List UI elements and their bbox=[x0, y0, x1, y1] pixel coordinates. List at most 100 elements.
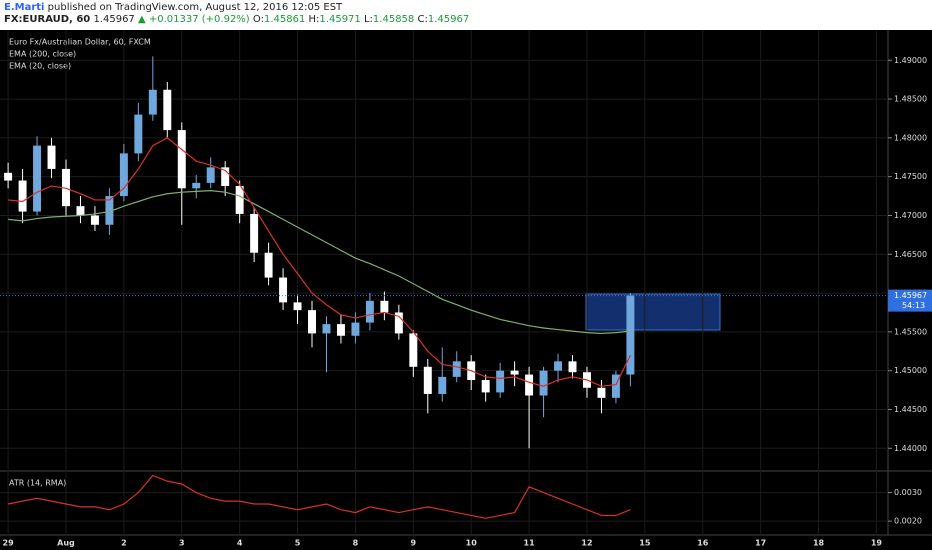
x-tick-label: 12 bbox=[581, 539, 592, 548]
candle-body bbox=[4, 172, 13, 181]
label: C: bbox=[417, 14, 428, 25]
candle-body bbox=[394, 312, 403, 334]
candle-body bbox=[163, 89, 172, 131]
candle-body bbox=[510, 370, 519, 375]
candle-body bbox=[525, 374, 534, 396]
legend-symbol: Euro Fx/Australian Dollar, 60, FXCM bbox=[9, 38, 151, 47]
candle-body bbox=[62, 168, 70, 207]
candle-body bbox=[206, 167, 215, 183]
x-tick-label: 3 bbox=[179, 539, 185, 548]
candle-body bbox=[438, 376, 447, 394]
countdown: 54:13 bbox=[902, 301, 925, 310]
candle-body bbox=[496, 370, 505, 393]
candle-body bbox=[611, 374, 620, 398]
candle-body bbox=[380, 300, 389, 313]
candle-body bbox=[177, 130, 186, 189]
y-tick-label: 1.46500 bbox=[894, 250, 927, 259]
value: 1.45861 bbox=[263, 14, 306, 25]
line bbox=[7, 474, 631, 519]
candle-body bbox=[351, 322, 360, 336]
x-tick-label: 9 bbox=[411, 539, 417, 548]
price: 1.45967 bbox=[93, 14, 135, 25]
candle-body bbox=[279, 277, 288, 303]
ohlc-o: O:1.45861 bbox=[253, 14, 305, 25]
label: H: bbox=[308, 14, 320, 25]
y-tick-label: 1.47000 bbox=[894, 211, 927, 220]
x-tick-label: 15 bbox=[639, 539, 651, 548]
author[interactable]: E.Marti bbox=[4, 2, 45, 13]
candle-body bbox=[76, 206, 85, 216]
x-tick-label: 16 bbox=[697, 539, 709, 548]
x-tick-label: 8 bbox=[353, 539, 359, 548]
candle-body bbox=[568, 361, 577, 373]
last-price-tag bbox=[888, 289, 932, 312]
x-tick-label: 18 bbox=[813, 539, 825, 548]
label: O: bbox=[252, 14, 264, 25]
candle-body bbox=[409, 333, 418, 367]
change: ▲ +0.01337 (+0.92%) bbox=[137, 14, 250, 25]
candle-body bbox=[322, 324, 331, 334]
published: published on TradingView.com, August 12,… bbox=[47, 2, 343, 13]
x-tick-label: 10 bbox=[466, 539, 478, 548]
y-tick-label: 1.45000 bbox=[894, 366, 927, 375]
last-price-label: 1.45967 bbox=[894, 291, 927, 300]
x-tick-label: 11 bbox=[524, 539, 536, 548]
x-tick-label: 5 bbox=[295, 539, 301, 548]
candle-body bbox=[452, 361, 461, 377]
candle-body bbox=[365, 300, 374, 323]
candle-body bbox=[18, 180, 27, 212]
y-tick-label: 0.0030 bbox=[894, 488, 922, 497]
background bbox=[0, 30, 932, 550]
x-tick-label: 29 bbox=[3, 539, 15, 548]
y-tick-label: 1.44000 bbox=[894, 444, 927, 453]
candle-body bbox=[134, 114, 143, 154]
publish-line: E.Marti published on TradingView.com, Au… bbox=[4, 2, 932, 14]
x-tick-label: 4 bbox=[237, 539, 243, 548]
candle-body bbox=[119, 153, 128, 197]
highlight-box[interactable] bbox=[585, 293, 721, 331]
ohlc-h: H:1.45971 bbox=[309, 14, 361, 25]
y-tick-label: 1.49000 bbox=[894, 56, 927, 65]
legend-ema20: EMA (20, close) bbox=[9, 62, 71, 71]
y-tick-label: 1.48000 bbox=[894, 133, 927, 142]
candle-body bbox=[47, 145, 56, 169]
candle-body bbox=[90, 215, 99, 225]
ohlc-c: C:1.45967 bbox=[417, 14, 469, 25]
candle-body bbox=[148, 89, 157, 115]
value: 1.45971 bbox=[319, 14, 361, 25]
candle-body bbox=[308, 310, 316, 334]
candle-body bbox=[105, 196, 114, 225]
ohlc-l: L:1.45858 bbox=[364, 14, 414, 25]
x-tick-label: 19 bbox=[871, 539, 883, 548]
candle-body bbox=[597, 387, 606, 398]
quote-line: FX:EURAUD, 60 1.45967 ▲ +0.01337 (+0.92%… bbox=[4, 14, 932, 26]
line bbox=[8, 190, 631, 335]
x-tick-label: 2 bbox=[121, 539, 127, 548]
y-tick-label: 1.44500 bbox=[894, 405, 927, 414]
x-tick-label: Aug bbox=[57, 539, 75, 548]
candle-body bbox=[554, 361, 563, 371]
legend-ema200: EMA (200, close) bbox=[9, 50, 76, 59]
symbol: FX:EURAUD, 60 bbox=[4, 14, 91, 25]
y-tick-label: 1.47500 bbox=[894, 172, 927, 181]
candle-body bbox=[539, 370, 548, 396]
candle-body bbox=[221, 167, 230, 186]
candle-body bbox=[33, 145, 42, 212]
chart: Euro Fx/Australian Dollar, 60, FXCM EMA … bbox=[0, 30, 932, 550]
y-tick-label: 1.48500 bbox=[894, 95, 927, 104]
candle-body bbox=[264, 252, 273, 278]
candle-body bbox=[235, 185, 244, 214]
candle-body bbox=[293, 302, 302, 311]
atr-title: ATR (14, RMA) bbox=[9, 479, 66, 488]
candle-body bbox=[192, 182, 201, 189]
label: L: bbox=[363, 14, 373, 25]
y-tick-label: 1.45500 bbox=[894, 327, 927, 336]
line bbox=[8, 137, 631, 387]
y-tick-label: 0.0020 bbox=[894, 517, 922, 526]
candle-body bbox=[423, 366, 432, 394]
x-tick-label: 17 bbox=[755, 539, 766, 548]
value: 1.45858 bbox=[372, 14, 415, 25]
header: E.Marti published on TradingView.com, Au… bbox=[0, 0, 932, 30]
candle-body bbox=[626, 295, 635, 375]
